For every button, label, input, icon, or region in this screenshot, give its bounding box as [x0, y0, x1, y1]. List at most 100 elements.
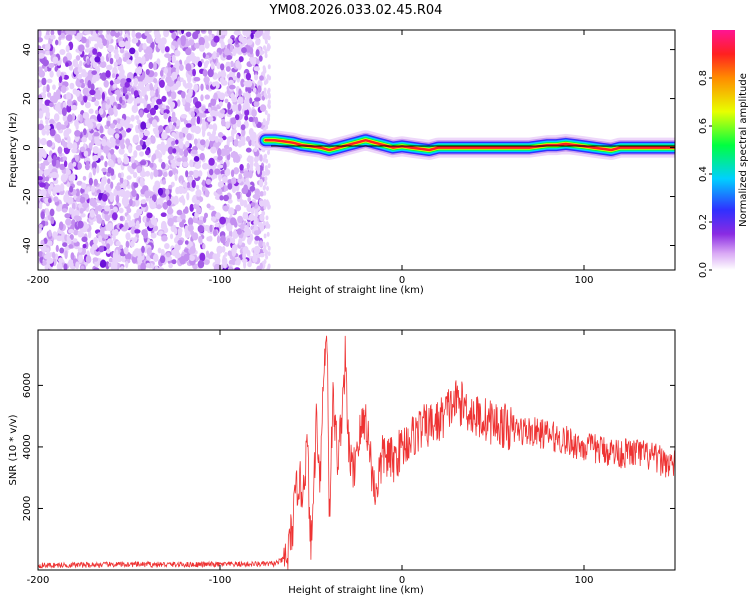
noise-speckle [133, 150, 138, 158]
noise-speckle [87, 230, 92, 239]
noise-speckle [174, 50, 181, 57]
noise-speckle [228, 266, 233, 270]
noise-speckle [230, 217, 237, 226]
noise-speckle [124, 52, 131, 59]
noise-speckle [226, 222, 233, 232]
noise-speckle [199, 252, 206, 262]
noise-speckle [174, 244, 179, 250]
noise-speckle [212, 51, 217, 60]
noise-speckle [131, 219, 136, 227]
noise-speckle [194, 42, 201, 49]
noise-speckle [94, 56, 101, 63]
noise-speckle [259, 178, 264, 188]
noise-speckle [45, 118, 49, 125]
noise-speckle [90, 96, 97, 103]
noise-speckle [103, 234, 109, 240]
noise-speckle [140, 199, 147, 205]
noise-speckle [159, 69, 164, 77]
noise-speckle [115, 30, 119, 33]
noise-speckle [53, 196, 59, 203]
noise-speckle [229, 44, 234, 53]
noise-speckle [205, 178, 212, 185]
noise-speckle [63, 263, 68, 270]
noise-speckle [66, 234, 70, 242]
noise-speckle [206, 203, 211, 209]
noise-speckle [213, 92, 218, 101]
noise-speckle [210, 61, 215, 70]
noise-speckle [160, 212, 167, 217]
noise-speckle [42, 150, 47, 159]
colorbar-label: Normalized spectral amplitude [738, 73, 749, 227]
noise-speckle [200, 30, 206, 33]
noise-speckle [195, 189, 202, 197]
noise-speckle [47, 155, 52, 163]
noise-speckle [44, 176, 50, 182]
noise-speckle [106, 248, 111, 254]
noise-speckle [186, 181, 191, 189]
noise-speckle [107, 115, 111, 122]
noise-speckle [238, 88, 242, 97]
noise-speckle [113, 61, 118, 68]
noise-speckle [152, 153, 157, 161]
noise-speckle [182, 198, 186, 206]
noise-speckle [166, 138, 172, 147]
noise-speckle [232, 48, 237, 57]
noise-speckle [68, 244, 74, 249]
noise-speckle [40, 211, 45, 220]
noise-speckle [204, 94, 210, 100]
snr-axes-frame [37, 329, 676, 571]
noise-speckle [72, 161, 77, 167]
noise-speckle [252, 254, 258, 263]
noise-speckle [176, 99, 181, 107]
noise-speckle [109, 123, 116, 129]
noise-speckle [152, 61, 157, 71]
noise-speckle [262, 220, 266, 226]
noise-speckle [263, 199, 267, 204]
noise-speckle [231, 230, 239, 239]
colorbar-tick-label: 0.8 [698, 70, 709, 86]
noise-speckle [142, 42, 147, 50]
noise-speckle [146, 103, 151, 110]
noise-speckle [243, 184, 248, 192]
noise-speckle [197, 225, 205, 233]
noise-speckle [221, 118, 226, 127]
noise-speckle [169, 233, 174, 240]
noise-speckle [102, 176, 107, 185]
noise-speckle [109, 194, 114, 203]
noise-speckle [202, 179, 206, 187]
noise-speckle [185, 31, 192, 37]
noise-speckle [249, 233, 254, 242]
noise-speckle [258, 55, 263, 62]
noise-speckle [110, 181, 114, 189]
noise-speckle [113, 229, 119, 236]
noise-speckle [105, 183, 111, 193]
noise-speckle [71, 147, 77, 154]
x-tick-label: 0 [399, 575, 405, 586]
noise-speckle [59, 183, 65, 192]
noise-speckle [66, 99, 73, 107]
noise-speckle [224, 48, 230, 56]
noise-speckle [100, 55, 105, 63]
noise-speckle [264, 110, 268, 115]
noise-speckle [254, 239, 259, 245]
noise-speckle [38, 176, 43, 181]
noise-speckle [80, 246, 87, 255]
noise-speckle [193, 156, 200, 162]
noise-speckle [200, 113, 207, 118]
noise-speckle [262, 241, 266, 247]
noise-speckle [77, 220, 84, 229]
noise-speckle [149, 107, 156, 116]
noise-speckle [237, 215, 244, 224]
noise-speckle [139, 109, 144, 118]
signal-track [255, 130, 675, 160]
noise-speckle [121, 226, 128, 232]
noise-speckle [107, 222, 114, 232]
noise-speckle [121, 197, 127, 206]
noise-speckle [60, 85, 67, 94]
noise-speckle [208, 235, 213, 242]
noise-speckle [184, 206, 189, 213]
noise-speckle [80, 265, 85, 270]
noise-speckle [167, 155, 175, 160]
noise-speckle [259, 214, 265, 222]
noise-speckle [182, 181, 188, 188]
